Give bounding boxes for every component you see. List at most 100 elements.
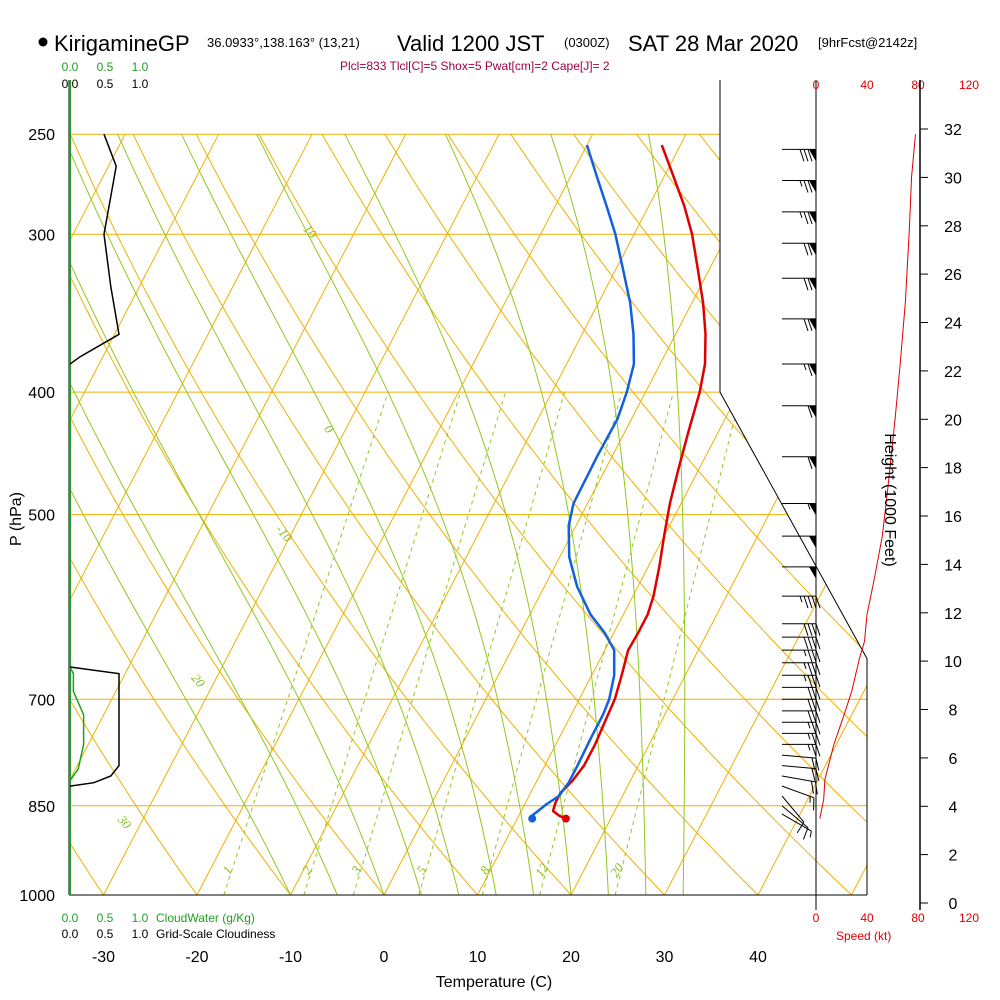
mixing-ratio-line <box>481 391 623 895</box>
moist-adiabat <box>181 133 497 895</box>
cloudwater-axis-label: CloudWater (g/Kg) <box>156 911 255 925</box>
pressure-tick-label: 300 <box>28 227 55 244</box>
height-tick-label: 30 <box>944 170 962 187</box>
speed-axis-label: Speed (kt) <box>836 929 891 943</box>
wind-barb <box>782 595 821 609</box>
wind-barb <box>781 785 815 811</box>
height-tick-label: 16 <box>944 509 962 526</box>
speed-tick-top: 80 <box>911 78 925 92</box>
dry-adiabat <box>384 133 867 738</box>
isotherm <box>69 133 407 783</box>
height-tick-label: 20 <box>944 412 962 429</box>
dry-adiabat <box>132 133 665 895</box>
wind-barb <box>782 686 821 700</box>
temperature-tick-label: 40 <box>749 949 767 966</box>
moist-adiabat <box>69 380 338 895</box>
cloudiness-tick-bottom: 1.0 <box>132 927 149 941</box>
height-tick-label: 24 <box>944 316 962 333</box>
mixing-ratio-line <box>539 391 674 895</box>
wind-barb <box>782 211 816 225</box>
cloudwater-line <box>69 666 85 782</box>
cloudwater-tick-bottom: 0.5 <box>97 911 114 925</box>
pressure-tick-label: 700 <box>28 692 55 709</box>
wind-barb <box>782 566 816 579</box>
mixing-ratio-label: 1 <box>219 863 235 877</box>
temperature-surface-marker <box>561 814 570 823</box>
mixing-ratio-label: 12 <box>532 860 552 880</box>
height-tick-label: 2 <box>949 848 958 865</box>
station-name: KirigamineGP <box>54 31 190 56</box>
wind-barb <box>781 795 805 834</box>
dry-adiabat <box>69 133 572 895</box>
height-tick-label: 4 <box>949 799 958 816</box>
wind-barb <box>782 662 821 675</box>
wind-barb <box>782 535 816 549</box>
wind-barb <box>782 710 821 724</box>
corner-mask <box>720 80 867 659</box>
height-tick-label: 12 <box>944 606 962 623</box>
wind-barb <box>781 765 820 782</box>
wind-barb <box>782 721 821 735</box>
cloudwater-tick-bottom: 1.0 <box>132 911 149 925</box>
dry-adiabat-label: -10 <box>273 522 296 545</box>
height-tick-label: 32 <box>944 122 962 139</box>
wind-barb <box>782 674 821 688</box>
cloudwater-tick-top: 0.0 <box>62 60 79 74</box>
isotherm <box>757 684 867 895</box>
height-tick-label: 0 <box>949 896 958 913</box>
dry-adiabat <box>69 272 478 895</box>
mixing-ratio-label: 3 <box>348 863 365 878</box>
dewpoint-profile <box>530 144 636 819</box>
dry-adiabat-label: 20 <box>188 671 208 691</box>
y-axis-title: P (hPa) <box>8 492 25 546</box>
cloud-panel: 0.00.00.50.51.01.00.00.00.50.51.01.0 <box>62 60 149 941</box>
wind-barb <box>781 775 818 795</box>
speed-tick-bottom: 80 <box>911 911 925 925</box>
speed-tick-bottom: 0 <box>813 911 820 925</box>
valid-date: SAT 28 Mar 2020 <box>628 31 798 56</box>
mixing-ratio-label: 20 <box>607 860 627 880</box>
height-axis-title: Height (1000 Feet) <box>881 433 898 566</box>
cloudwater-tick-top: 0.5 <box>97 60 114 74</box>
cloudiness-tick-bottom: 0.5 <box>97 927 114 941</box>
cloudiness-line <box>69 133 120 365</box>
cloudiness-tick-top: 0.5 <box>97 77 114 91</box>
wind-barb <box>782 623 821 636</box>
wind-barb <box>782 636 821 650</box>
isotherm <box>196 133 594 895</box>
pressure-tick-label: 250 <box>28 127 55 144</box>
wind-barb <box>782 277 816 291</box>
profile-series <box>528 144 707 823</box>
dry-adiabat-label: 0 <box>321 422 337 437</box>
speed-tick-top: 40 <box>860 78 874 92</box>
mixing-ratio-line <box>352 391 506 895</box>
dry-adiabat <box>69 555 291 895</box>
height-tick-label: 26 <box>944 267 962 284</box>
isotherm <box>69 133 313 603</box>
temperature-tick-label: 0 <box>380 949 389 966</box>
wind-barb <box>781 805 809 840</box>
pressure-tick-label: 1000 <box>19 888 55 905</box>
cloudiness-axis-label: Grid-Scale Cloudiness <box>156 927 275 941</box>
dry-adiabat <box>195 133 759 895</box>
temperature-tick-label: 30 <box>656 949 674 966</box>
pressure-tick-label: 850 <box>28 799 55 816</box>
mixing-ratio-line <box>223 391 389 895</box>
station-coords: 36.0933°,138.163° (13,21) <box>207 35 360 50</box>
height-tick-label: 22 <box>944 364 962 381</box>
dry-adiabat <box>69 413 385 895</box>
wind-barb <box>782 242 816 256</box>
isotherm <box>383 133 781 895</box>
valid-time: Valid 1200 JST <box>397 31 545 56</box>
wind-barb <box>782 732 821 746</box>
height-tick-label: 18 <box>944 461 962 478</box>
mixing-ratio-label: 5 <box>413 863 429 877</box>
wind-barb <box>782 363 816 377</box>
moist-adiabat <box>117 133 460 895</box>
temperature-profile <box>551 144 707 820</box>
wind-barb <box>782 148 816 162</box>
isotherm <box>851 864 867 895</box>
